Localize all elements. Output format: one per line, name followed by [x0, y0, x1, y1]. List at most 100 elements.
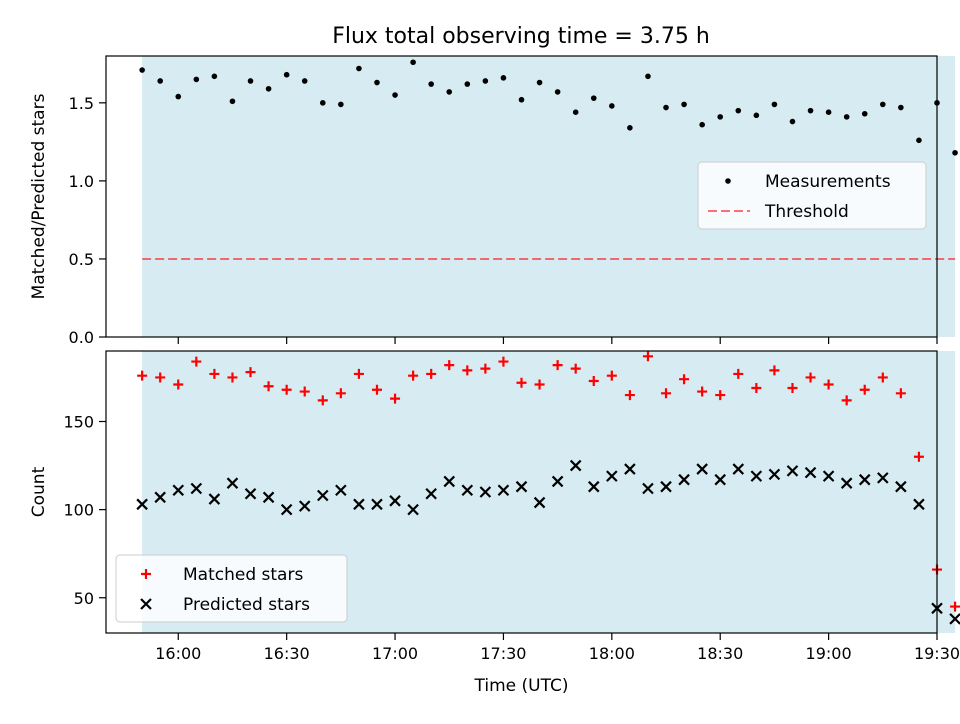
measurement-point — [572, 109, 579, 115]
axes-frame — [105, 350, 938, 634]
predicted-star-point — [317, 489, 329, 502]
measurement-point — [518, 96, 525, 103]
matched-star-point — [371, 384, 382, 395]
measurement-point — [717, 114, 724, 120]
measurement-point — [193, 76, 200, 83]
predicted-star-point — [389, 495, 401, 507]
y-tick-label: 150 — [63, 413, 94, 432]
matched-star-point — [588, 375, 599, 386]
matched-star-point — [624, 390, 635, 401]
predicted-star-point — [407, 503, 419, 516]
matched-star-point — [335, 388, 346, 399]
measurement-point — [356, 65, 362, 72]
legend: Matched stars Predicted stars — [115, 554, 348, 623]
predicted-star-point — [136, 498, 148, 511]
measurement-point — [211, 73, 218, 80]
measurement-point — [157, 78, 163, 84]
matched-star-point — [462, 365, 473, 376]
matched-star-point — [895, 388, 906, 399]
predicted-star-point — [642, 482, 654, 495]
matched-star-point — [498, 356, 509, 367]
predicted-star-point — [714, 473, 726, 486]
predicted-star-point — [461, 484, 474, 497]
measurement-point — [482, 78, 489, 84]
figure-title: Flux total observing time = 3.75 h — [332, 24, 710, 49]
measurement-point — [627, 125, 633, 131]
predicted-star-point — [533, 496, 546, 509]
matched-star-point — [733, 368, 744, 379]
matched-star-point — [137, 370, 148, 381]
predicted-star-point — [804, 466, 817, 479]
measurement-point — [301, 78, 308, 84]
measurement-point — [843, 114, 850, 120]
predicted-star-point — [624, 463, 636, 475]
measurement-point — [229, 98, 236, 105]
x-tick-label: 16:30 — [264, 644, 310, 663]
measurement-point — [952, 149, 958, 156]
x-tick-label: 16:00 — [155, 644, 201, 663]
legend-matched-marker — [141, 569, 151, 579]
measurement-point — [861, 110, 868, 117]
predicted-star-point — [587, 480, 600, 493]
measurement-point — [139, 67, 145, 73]
measurement-point — [265, 85, 272, 92]
matched-star-point — [353, 368, 364, 379]
matched-star-point — [697, 386, 708, 397]
matched-star-point — [299, 386, 310, 397]
matched-star-point — [913, 451, 924, 462]
y-tick-label: 100 — [63, 501, 94, 520]
matched-star-point — [317, 395, 328, 406]
x-tick-label: 17:00 — [372, 644, 418, 663]
predicted-star-point — [298, 500, 311, 512]
matched-star-point — [191, 356, 202, 367]
y-tick-label: 1.5 — [69, 94, 94, 113]
x-tick-label: 18:30 — [697, 644, 743, 663]
x-tick-label: 18:00 — [589, 644, 635, 663]
matched-star-point — [516, 377, 527, 388]
legend-label-matched: Matched stars — [183, 565, 303, 585]
predicted-star-point — [840, 477, 853, 489]
legend-label-predicted: Predicted stars — [183, 595, 310, 615]
axes-frame — [105, 55, 938, 338]
matched-star-point — [426, 368, 437, 379]
legend-label-threshold: Threshold — [764, 202, 849, 222]
matched-star-point — [263, 381, 274, 392]
measurement-point — [681, 101, 687, 108]
matched-star-point — [245, 367, 256, 378]
measurement-point — [500, 75, 507, 81]
matched-star-point — [209, 368, 220, 379]
predicted-star-point — [949, 613, 960, 625]
matched-star-point — [841, 395, 852, 406]
measurement-point — [663, 104, 669, 111]
predicted-star-point — [371, 498, 383, 511]
legend-box — [115, 554, 348, 623]
predicted-star-point — [172, 484, 185, 497]
predicted-star-point — [443, 475, 456, 488]
predicted-star-point — [154, 491, 166, 504]
predicted-star-point — [913, 498, 925, 511]
measurement-point — [609, 103, 615, 109]
y-tick-label: 50 — [74, 589, 94, 608]
matched-star-point — [408, 370, 419, 381]
y-tick-label: 0.5 — [69, 250, 94, 269]
predicted-star-point — [497, 484, 510, 497]
measurement-point — [590, 95, 597, 101]
legend-box — [697, 161, 927, 230]
predicted-star-point — [262, 491, 275, 504]
matched-star-point — [787, 383, 798, 394]
measurement-point — [645, 73, 651, 80]
matched-star-point — [173, 379, 184, 390]
matched-star-point — [769, 365, 780, 376]
measurement-point — [807, 107, 814, 114]
x-tick-label: 17:30 — [480, 644, 526, 663]
legend-predicted-marker — [140, 598, 152, 610]
measurement-point — [735, 107, 742, 114]
y-tick-label: 1.0 — [69, 172, 94, 191]
predicted-star-point — [280, 503, 293, 516]
matched-star-point — [877, 372, 888, 383]
matched-star-point — [606, 370, 617, 381]
legend: Measurements Threshold — [697, 161, 927, 230]
measurement-point — [789, 118, 796, 125]
matched-star-point — [534, 379, 545, 390]
